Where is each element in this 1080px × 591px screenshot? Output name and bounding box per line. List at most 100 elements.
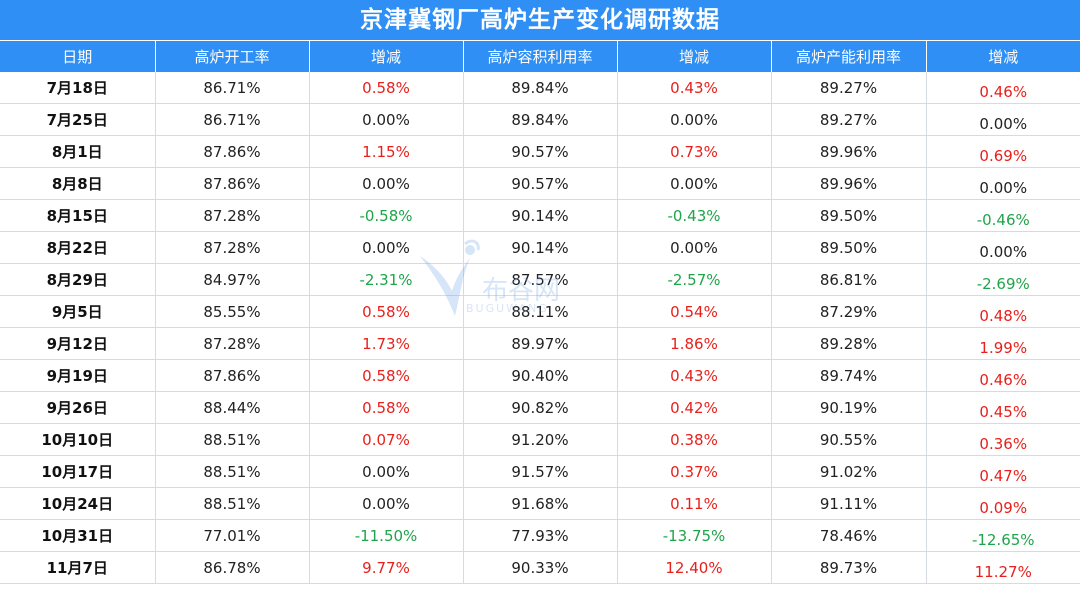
change-value: -0.46% — [976, 210, 1030, 229]
change-cell: 0.46% — [926, 72, 1080, 104]
table-row: 8月22日 87.28% 0.00% 90.14% 0.00% 89.50% 0.00% — [0, 231, 1080, 264]
table-row: 9月5日 85.55% 0.58% 88.11% 0.54% 87.29% 0.48% — [0, 295, 1080, 328]
change-cell: 0.00% — [617, 103, 772, 136]
column-header: 增减 — [309, 40, 464, 72]
rate-cell: 87.28% — [155, 327, 310, 360]
change-cell: 0.43% — [617, 72, 772, 104]
date-cell: 9月26日 — [0, 391, 156, 424]
date-cell: 7月18日 — [0, 72, 156, 104]
rate-cell: 91.68% — [463, 487, 618, 520]
change-cell: 0.00% — [926, 231, 1080, 264]
table-row: 8月8日 87.86% 0.00% 90.57% 0.00% 89.96% 0.00% — [0, 167, 1080, 200]
change-cell: -0.43% — [617, 199, 772, 232]
date-cell: 9月19日 — [0, 359, 156, 392]
change-value: -2.69% — [976, 274, 1030, 293]
rate-cell: 87.86% — [155, 167, 310, 200]
change-cell: 0.00% — [617, 167, 772, 200]
change-cell: 0.00% — [926, 103, 1080, 136]
table-row: 7月18日 86.71% 0.58% 89.84% 0.43% 89.27% 0.46% — [0, 72, 1080, 104]
column-header: 增减 — [617, 40, 772, 72]
table-row: 10月31日 77.01% -11.50% 77.93% -13.75% 78.46% -1… — [0, 519, 1080, 552]
date-cell: 7月25日 — [0, 103, 156, 136]
change-value: 0.09% — [979, 498, 1028, 517]
change-cell: 0.58% — [309, 359, 464, 392]
change-cell: -11.50% — [309, 519, 464, 552]
table-row: 8月1日 87.86% 1.15% 90.57% 0.73% 89.96% 0.69% — [0, 135, 1080, 168]
table-row: 7月25日 86.71% 0.00% 89.84% 0.00% 89.27% 0.00% — [0, 103, 1080, 136]
change-value: -12.65% — [971, 530, 1035, 549]
rate-cell: 89.27% — [771, 103, 927, 136]
change-cell: 0.00% — [617, 231, 772, 264]
date-cell: 10月31日 — [0, 519, 156, 552]
change-cell: 0.11% — [617, 487, 772, 520]
rate-cell: 77.01% — [155, 519, 310, 552]
change-value: 0.48% — [979, 306, 1028, 325]
change-value: 0.00% — [979, 178, 1028, 197]
rate-cell: 90.14% — [463, 199, 618, 232]
change-cell: 0.00% — [309, 487, 464, 520]
rate-cell: 88.44% — [155, 391, 310, 424]
rate-cell: 90.57% — [463, 167, 618, 200]
rate-cell: 89.50% — [771, 231, 927, 264]
rate-cell: 86.71% — [155, 72, 310, 104]
rate-cell: 90.55% — [771, 423, 927, 456]
rate-cell: 86.71% — [155, 103, 310, 136]
rate-cell: 84.97% — [155, 263, 310, 296]
rate-cell: 89.74% — [771, 359, 927, 392]
rate-cell: 89.27% — [771, 72, 927, 104]
change-cell: 0.45% — [926, 391, 1080, 424]
change-cell: 0.58% — [309, 72, 464, 104]
change-value: 0.69% — [979, 146, 1028, 165]
table-row: 9月19日 87.86% 0.58% 90.40% 0.43% 89.74% 0.46% — [0, 359, 1080, 392]
rate-cell: 86.78% — [155, 551, 310, 584]
change-cell: 1.86% — [617, 327, 772, 360]
change-cell: 0.00% — [309, 167, 464, 200]
table-row: 10月24日 88.51% 0.00% 91.68% 0.11% 91.11% 0.09% — [0, 487, 1080, 520]
rate-cell: 88.51% — [155, 487, 310, 520]
change-cell: 12.40% — [617, 551, 772, 584]
change-cell: 1.73% — [309, 327, 464, 360]
rate-cell: 85.55% — [155, 295, 310, 328]
change-value: 1.99% — [979, 338, 1028, 357]
rate-cell: 90.14% — [463, 231, 618, 264]
rate-cell: 89.97% — [463, 327, 618, 360]
change-cell: -0.46% — [926, 199, 1080, 232]
rate-cell: 87.29% — [771, 295, 927, 328]
change-cell: 0.09% — [926, 487, 1080, 520]
rate-cell: 87.86% — [155, 135, 310, 168]
rate-cell: 91.02% — [771, 455, 927, 488]
change-cell: 9.77% — [309, 551, 464, 584]
rate-cell: 88.51% — [155, 423, 310, 456]
date-cell: 8月1日 — [0, 135, 156, 168]
change-value: 0.00% — [979, 242, 1028, 261]
data-table: 日期 高炉开工率 增减 高炉容积利用率 增减 高炉产能利用率 增减 7月18日 86.71% 0… — [0, 40, 1080, 584]
change-cell: 0.42% — [617, 391, 772, 424]
change-cell: 0.48% — [926, 295, 1080, 328]
change-cell: 0.00% — [309, 231, 464, 264]
change-cell: -2.57% — [617, 263, 772, 296]
rate-cell: 89.96% — [771, 167, 927, 200]
change-cell: 1.99% — [926, 327, 1080, 360]
date-cell: 8月22日 — [0, 231, 156, 264]
table-body: 7月18日 86.71% 0.58% 89.84% 0.43% 89.27% 0.46% 7月… — [0, 72, 1080, 584]
table-row: 9月26日 88.44% 0.58% 90.82% 0.42% 90.19% 0.45% — [0, 391, 1080, 424]
table-row: 8月29日 84.97% -2.31% 87.57% -2.57% 86.81% -2.69… — [0, 263, 1080, 296]
rate-cell: 90.57% — [463, 135, 618, 168]
change-value: 0.46% — [979, 82, 1028, 101]
column-header: 高炉开工率 — [155, 40, 310, 72]
rate-cell: 89.28% — [771, 327, 927, 360]
column-header: 高炉容积利用率 — [463, 40, 618, 72]
change-cell: -12.65% — [926, 519, 1080, 552]
rate-cell: 91.20% — [463, 423, 618, 456]
rate-cell: 89.84% — [463, 72, 618, 104]
change-cell: 0.00% — [309, 103, 464, 136]
rate-cell: 89.73% — [771, 551, 927, 584]
table-row: 10月10日 88.51% 0.07% 91.20% 0.38% 90.55% 0.36% — [0, 423, 1080, 456]
change-cell: -13.75% — [617, 519, 772, 552]
change-cell: 0.00% — [309, 455, 464, 488]
date-cell: 10月17日 — [0, 455, 156, 488]
change-value: 0.00% — [979, 114, 1028, 133]
change-value: 0.36% — [979, 434, 1028, 453]
change-cell: 11.27% — [926, 551, 1080, 584]
table-title: 京津冀钢厂高炉生产变化调研数据 — [0, 0, 1080, 40]
